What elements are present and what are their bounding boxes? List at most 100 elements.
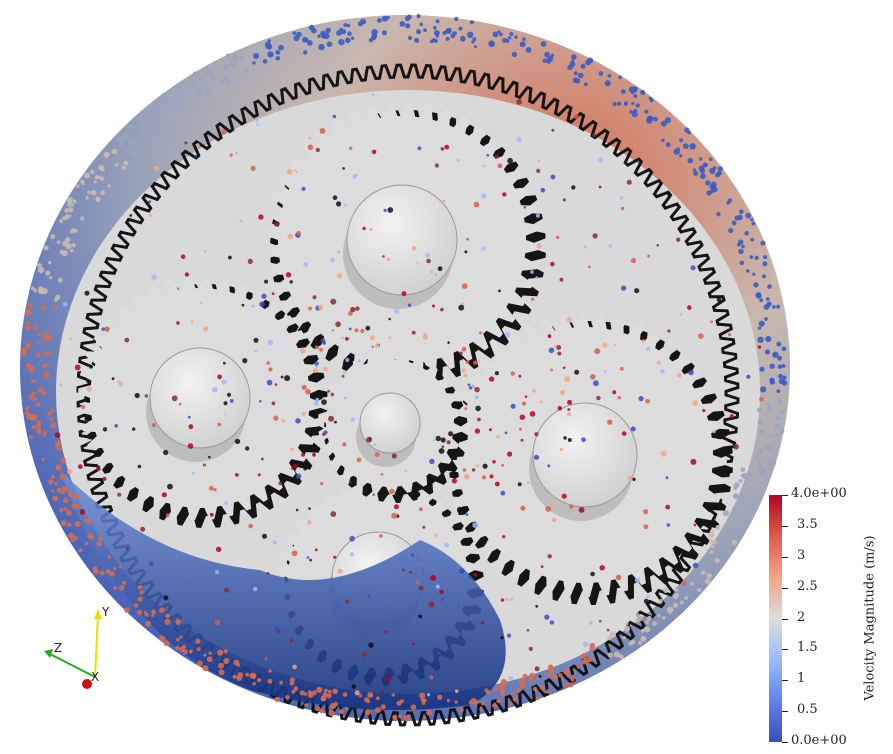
particle	[354, 690, 360, 696]
rim-particle	[262, 59, 268, 64]
particle	[463, 373, 468, 378]
particle	[407, 303, 412, 307]
rim-particle	[704, 578, 711, 585]
particle	[355, 306, 360, 311]
rim-particle	[674, 587, 679, 592]
particle	[102, 476, 107, 481]
rim-particle	[522, 673, 528, 679]
rim-particle	[133, 603, 139, 608]
colorbar-tick	[782, 680, 788, 681]
particle	[477, 417, 481, 422]
rim-particle	[750, 237, 755, 242]
particle	[486, 153, 490, 157]
particle	[261, 457, 264, 461]
rim-particle	[341, 29, 347, 35]
rim-particle	[661, 138, 665, 142]
rim-particle	[364, 709, 371, 716]
rim-particle	[203, 653, 207, 657]
rim-particle	[109, 571, 115, 577]
rim-particle	[74, 521, 81, 528]
particle	[630, 426, 636, 432]
rim-particle	[257, 678, 262, 683]
rim-particle	[709, 529, 715, 535]
rim-particle	[617, 101, 622, 106]
rim-particle	[430, 39, 434, 44]
rim-particle	[339, 27, 343, 31]
particle	[337, 250, 341, 254]
particle	[411, 245, 417, 251]
particle	[295, 508, 299, 512]
particle	[111, 377, 115, 381]
particle	[274, 221, 280, 227]
rim-particle	[67, 491, 74, 498]
rim-particle	[618, 75, 622, 80]
rim-particle	[571, 674, 576, 680]
rim-particle	[47, 411, 52, 417]
particle	[500, 598, 505, 602]
particle	[435, 584, 440, 589]
rim-particle	[304, 703, 308, 707]
particle	[176, 321, 180, 325]
rim-particle	[291, 689, 296, 694]
rim-particle	[179, 635, 183, 639]
rim-particle	[95, 196, 101, 203]
particle	[574, 114, 580, 120]
particle	[418, 585, 424, 591]
particle	[665, 476, 669, 480]
particle	[488, 376, 495, 382]
particle	[617, 396, 621, 400]
rim-particle	[333, 701, 338, 707]
particle	[54, 432, 61, 438]
rim-particle	[31, 425, 36, 430]
rim-particle	[233, 659, 240, 666]
rim-particle	[303, 50, 308, 55]
rim-particle	[36, 340, 40, 344]
rim-particle	[121, 165, 126, 170]
particle	[501, 463, 504, 467]
rim-particle	[32, 325, 38, 331]
rim-particle	[306, 40, 313, 46]
particle	[593, 380, 599, 387]
particle	[567, 438, 572, 442]
rim-particle	[580, 653, 587, 659]
rim-particle	[139, 590, 144, 595]
rim-particle	[682, 143, 689, 150]
particle	[289, 447, 294, 452]
particle	[271, 292, 275, 295]
particle	[315, 397, 320, 402]
rim-particle	[546, 59, 552, 64]
particle	[489, 474, 494, 479]
particle	[462, 468, 467, 472]
rim-particle	[710, 189, 714, 194]
particle	[530, 270, 534, 274]
particle	[598, 185, 602, 189]
rim-particle	[225, 53, 231, 59]
rim-particle	[127, 138, 134, 144]
particle	[551, 517, 557, 523]
rim-particle	[65, 237, 71, 243]
particle	[692, 562, 699, 569]
rim-particle	[445, 36, 450, 41]
y-axis-label: Y	[102, 605, 110, 619]
particle	[217, 422, 222, 427]
particle	[336, 201, 342, 207]
rim-particle	[757, 326, 762, 330]
particle	[194, 154, 198, 158]
rim-particle	[658, 598, 664, 604]
particle	[292, 664, 297, 670]
particle	[259, 400, 262, 403]
particle	[502, 192, 507, 197]
particle	[362, 226, 366, 231]
particle	[553, 344, 558, 348]
particle	[614, 343, 617, 346]
particle	[435, 435, 441, 442]
particle	[301, 411, 306, 416]
rim-particle	[145, 620, 152, 627]
particle	[266, 571, 270, 575]
rim-particle	[776, 433, 780, 437]
particle	[566, 316, 572, 323]
particle	[332, 114, 337, 119]
rim-particle	[165, 613, 170, 619]
rim-particle	[528, 677, 534, 683]
